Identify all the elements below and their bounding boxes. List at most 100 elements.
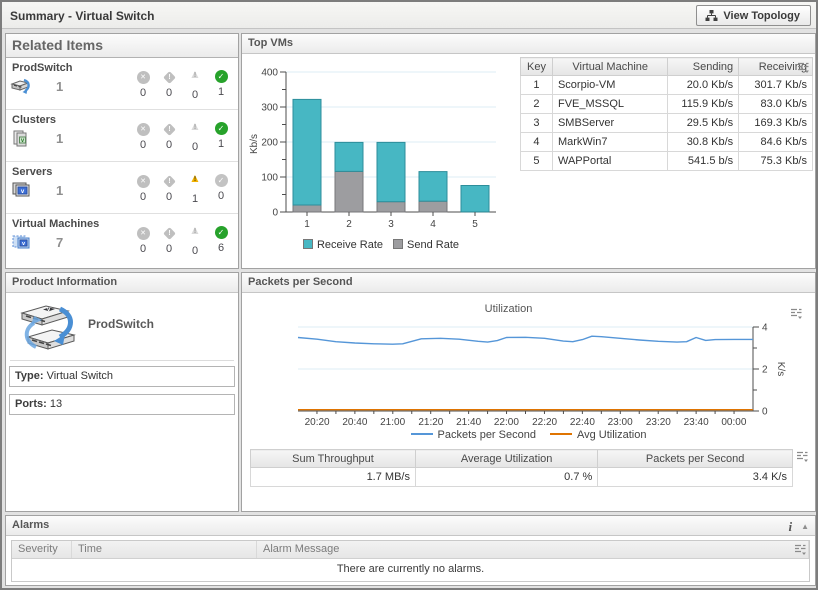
vm-receiving: 84.6 Kb/s [738,132,813,152]
related-item-name[interactable]: Clusters [12,114,57,126]
svg-text:23:40: 23:40 [684,417,709,427]
circle-x-icon [136,226,150,240]
table-row[interactable]: 1 Scorpio-VM 20.0 Kb/s 301.7 Kb/s [520,75,813,95]
topology-icon [705,10,718,21]
related-item-count[interactable]: 1 [56,78,64,94]
circle-x-icon [136,70,150,84]
related-item-count[interactable]: 1 [56,182,64,198]
throughput-summary-table: Sum Throughput Average Utilization Packe… [250,449,793,487]
alarms-header: Alarms i ▲ [6,516,815,536]
product-name[interactable]: ProdSwitch [88,317,155,331]
status-count[interactable]: 0 [139,138,147,151]
related-item-name[interactable]: ProdSwitch [12,62,73,74]
customizer-icon[interactable] [790,307,803,320]
collapse-up-icon[interactable]: ▲ [801,521,809,531]
vm-sending: 541.5 b/s [667,151,740,171]
product-information-panel: Product Information v [5,272,239,512]
status-count[interactable]: 0 [139,242,147,255]
related-items-header: Related Items [6,34,238,58]
related-items-title: Related Items [12,37,104,53]
col-packets-per-second[interactable]: Packets per Second [597,449,793,468]
svg-text:K/s: K/s [775,362,786,376]
status-count[interactable]: 1 [217,86,225,98]
status-count[interactable]: 0 [165,139,173,151]
circle-check-icon [214,226,228,239]
status-fatal: 0 [130,226,156,266]
vm-key: 5 [520,151,553,171]
svg-text:21:00: 21:00 [380,417,405,427]
table-row[interactable]: 5 WAPPortal 541.5 b/s 75.3 Kb/s [520,151,813,171]
related-items-list: ProdSwitch10001Clustersv10001Serversv100… [6,58,238,266]
customizer-icon[interactable] [797,61,810,74]
status-count[interactable]: 0 [139,86,147,99]
status-count[interactable]: 0 [191,141,199,153]
customizer-icon[interactable] [796,450,809,463]
status-count[interactable]: 0 [217,190,225,202]
status-count[interactable]: 0 [191,245,199,257]
related-item-name[interactable]: Servers [12,166,53,178]
status-count[interactable]: 0 [191,89,199,101]
col-alarm-message[interactable]: Alarm Message [257,541,809,558]
utilization-line-chart[interactable]: 0 2 4 K/s 20:20 20:40 21:00 21:20 21:40 22:00 22:2… [248,319,808,430]
status-warning: 0 [182,67,208,109]
top-vms-bar-chart[interactable]: 0 100 200 300 400 Kb/s 1 2 3 4 5 Receive Rate Send… [246,62,516,251]
svg-text:3: 3 [388,219,394,230]
svg-text:4: 4 [430,219,436,230]
related-item-count[interactable]: 1 [56,130,64,146]
svg-text:2: 2 [762,365,768,376]
ports-field: Ports: 13 [9,394,235,415]
svg-text:200: 200 [261,138,278,149]
vm-receiving: 301.7 Kb/s [738,75,813,95]
vm-name[interactable]: WAPPortal [551,151,669,171]
status-count[interactable]: 1 [217,138,225,150]
col-severity[interactable]: Severity [12,541,72,558]
vm-name[interactable]: Scorpio-VM [551,75,669,95]
server-icon: v [10,181,32,199]
col-average-utilization[interactable]: Average Utilization [414,449,599,468]
status-fatal: 0 [130,174,156,213]
packets-line-swatch [410,433,433,435]
customizer-icon[interactable] [794,543,807,556]
table-row[interactable]: 4 MarkWin7 30.8 Kb/s 84.6 Kb/s [520,132,813,152]
col-sending[interactable]: Sending [667,57,740,76]
svg-text:22:20: 22:20 [532,417,557,427]
status-normal: 1 [208,70,234,109]
top-vms-title: Top VMs [248,37,294,49]
status-warning: 1 [182,171,208,213]
table-row[interactable]: 2 FVE_MSSQL 115.9 Kb/s 83.0 Kb/s [520,94,813,114]
svg-text:23:00: 23:00 [608,417,633,427]
receive-rate-swatch [302,239,313,249]
status-normal: 6 [208,226,234,266]
col-time[interactable]: Time [72,541,257,558]
legend-receive-rate: Receive Rate [302,239,383,251]
vm-key: 3 [520,113,553,133]
vm-receiving: 83.0 Kb/s [738,94,813,114]
vm-name[interactable]: SMBServer [551,113,669,133]
col-key[interactable]: Key [520,57,553,76]
related-item-count[interactable]: 7 [56,234,64,250]
summary-value-row: 1.7 MB/s 0.7 % 3.4 K/s [250,467,793,487]
circle-check-icon [214,174,228,187]
circle-check-icon [214,70,228,83]
status-count[interactable]: 0 [165,243,173,255]
circle-x-icon [136,122,150,136]
status-count[interactable]: 6 [217,242,225,254]
vm-name[interactable]: FVE_MSSQL [551,94,669,114]
info-icon[interactable]: i [788,518,793,534]
table-row[interactable]: 3 SMBServer 29.5 Kb/s 169.3 Kb/s [520,113,813,133]
svg-text:23:20: 23:20 [646,417,671,427]
product-information-header: Product Information [6,273,238,293]
related-item-name[interactable]: Virtual Machines [12,218,100,230]
svg-text:20:40: 20:40 [342,417,367,427]
view-topology-button[interactable]: View Topology [696,5,811,26]
col-sum-throughput[interactable]: Sum Throughput [250,449,416,468]
status-count[interactable]: 0 [165,191,173,203]
summary-header-row: Sum Throughput Average Utilization Packe… [250,449,793,468]
status-count[interactable]: 0 [165,87,173,99]
related-item-virtual-machines: Virtual Machines v 7 0 0 0 6 [6,214,238,266]
vm-name[interactable]: MarkWin7 [551,132,669,152]
status-count[interactable]: 1 [191,193,199,205]
packets-per-second-panel: Packets per Second Utilization 0 2 4 K/s 20:… [241,272,816,512]
status-count[interactable]: 0 [139,190,147,203]
col-virtual-machine[interactable]: Virtual Machine [551,57,669,76]
